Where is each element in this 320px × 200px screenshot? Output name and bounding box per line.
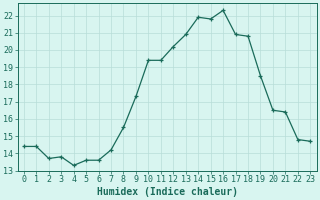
X-axis label: Humidex (Indice chaleur): Humidex (Indice chaleur) [97,186,237,197]
